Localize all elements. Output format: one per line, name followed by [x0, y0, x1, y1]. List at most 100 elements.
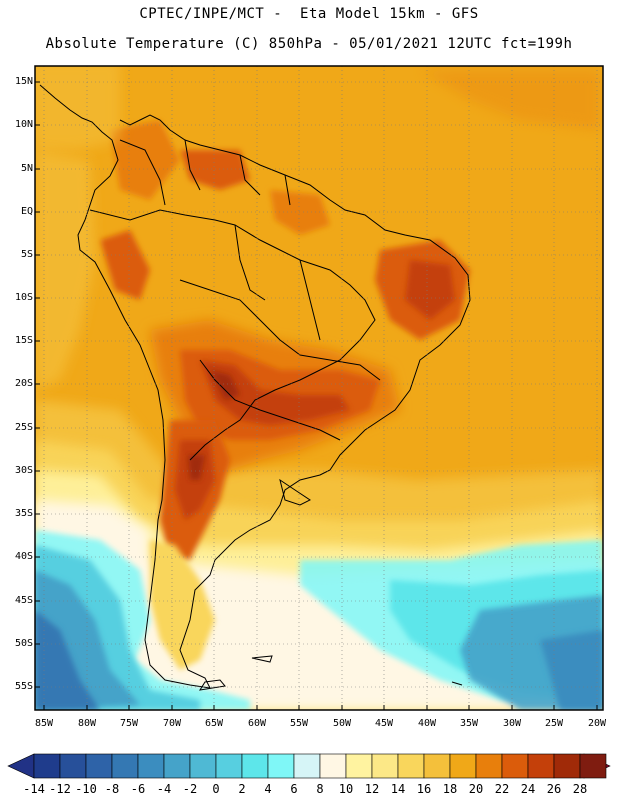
colorbar-label: -4: [156, 782, 172, 796]
colorbar-label: 26: [546, 782, 562, 796]
colorbar-label: 10: [338, 782, 354, 796]
lat-label: 55S: [14, 681, 33, 692]
colorbar-swatch: [59, 753, 87, 779]
lagoa-dos-patos: [279, 478, 311, 506]
colorbar-label: 0: [212, 782, 220, 796]
lat-label: 5N: [20, 163, 33, 174]
lat-label: 25S: [14, 422, 33, 433]
temperature-field: [35, 66, 603, 710]
field-m8c-west: [35, 610, 100, 710]
colorbar-swatch: [163, 753, 191, 779]
lat-label: 5S: [20, 249, 33, 260]
colorbar-swatch: [449, 753, 477, 779]
lat-label: EQ: [20, 206, 33, 217]
colorbar-swatch: [33, 753, 61, 779]
lon-label: 20W: [587, 718, 607, 729]
lon-label: 40W: [417, 718, 437, 729]
colorbar-label: -12: [49, 782, 71, 796]
colorbar-label: 8: [316, 782, 324, 796]
colorbar-swatch: [241, 753, 269, 779]
colorbar-swatch: [553, 753, 581, 779]
lon-label: 30W: [502, 718, 522, 729]
colorbar-label: 6: [290, 782, 298, 796]
lat-label: 30S: [14, 465, 33, 476]
colorbar-swatch: [371, 753, 399, 779]
field-m6c-east: [540, 630, 603, 710]
field-peru-22c: [100, 230, 150, 300]
lon-label: 75W: [119, 718, 139, 729]
border-lines-1: [89, 209, 376, 461]
chart-title-line1: CPTEC/INPE/MCT - Eta Model 15km - GFS: [139, 6, 479, 22]
border-lines-3: [199, 224, 341, 441]
lon-label: 35W: [459, 718, 479, 729]
colorbar-label: -6: [130, 782, 146, 796]
field-pacific-north: [35, 66, 120, 150]
lat-label: 15N: [14, 76, 33, 87]
border-lines-2: [179, 279, 381, 381]
lon-label: 85W: [34, 718, 54, 729]
colorbar-label: 16: [416, 782, 432, 796]
colorbar-swatch: [527, 753, 555, 779]
colorbar-swatch: [319, 753, 347, 779]
colorbar-swatch: [475, 753, 503, 779]
colorbar-label: -14: [23, 782, 45, 796]
colorbar-swatch: [189, 753, 217, 779]
lon-label: 25W: [544, 718, 564, 729]
lon-label: 50W: [332, 718, 352, 729]
lat-label: 35S: [14, 508, 33, 519]
field-interior-24c: [200, 360, 350, 425]
field-interior-26c: [210, 370, 240, 400]
lat-label: 45S: [14, 595, 33, 606]
field-ne-brazil-24c: [405, 260, 455, 320]
continent-outline: [39, 84, 471, 689]
colorbar-label: 28: [572, 782, 588, 796]
map-frame: [34, 65, 604, 711]
colorbar-label: -8: [104, 782, 120, 796]
colorbar-swatch: [215, 753, 243, 779]
field-patagonia-14c: [150, 540, 215, 670]
lon-label: 65W: [204, 718, 224, 729]
colorbar-label: 2: [238, 782, 246, 796]
border-lines-4: [119, 139, 291, 206]
lat-label: 10S: [14, 292, 33, 303]
colorbar-label: 14: [390, 782, 406, 796]
colorbar-swatch: [397, 753, 425, 779]
colorbar-label: -10: [75, 782, 97, 796]
colorbar-low-arrow: [7, 753, 35, 779]
colorbar-label: 18: [442, 782, 458, 796]
colorbar-label: 12: [364, 782, 380, 796]
axis-ticks: [35, 81, 598, 710]
colorbar-swatch: [85, 753, 113, 779]
lon-label: 45W: [374, 718, 394, 729]
field-north-warm: [420, 70, 600, 130]
field-pacific-east: [35, 150, 95, 390]
lat-label: 15S: [14, 335, 33, 346]
colorbar-label: 24: [520, 782, 536, 796]
lon-label: 60W: [247, 718, 267, 729]
lat-label: 20S: [14, 378, 33, 389]
lon-label: 55W: [289, 718, 309, 729]
colorbar-swatch: [111, 753, 139, 779]
colorbar-swatch: [293, 753, 321, 779]
colorbar-swatch: [137, 753, 165, 779]
lon-label: 80W: [77, 718, 97, 729]
colorbar-swatch: [345, 753, 373, 779]
colorbar-swatch: [267, 753, 295, 779]
grid-lines: [35, 66, 603, 710]
south-georgia: [451, 681, 463, 686]
colorbar: [7, 753, 611, 779]
colorbar-swatch: [501, 753, 529, 779]
colorbar-label: 4: [264, 782, 272, 796]
chart-title-line2: Absolute Temperature (C) 850hPa - 05/01/…: [45, 36, 573, 52]
lon-label: 70W: [162, 718, 182, 729]
lat-label: 10N: [14, 119, 33, 130]
colorbar-swatch: [579, 753, 607, 779]
colorbar-label: 20: [468, 782, 484, 796]
field-argentina-26c: [188, 455, 205, 480]
coastlines: [39, 84, 471, 691]
lat-label: 40S: [14, 551, 33, 562]
field-colombia-20c: [110, 120, 180, 200]
colorbar-swatch: [423, 753, 451, 779]
lat-label: 50S: [14, 638, 33, 649]
